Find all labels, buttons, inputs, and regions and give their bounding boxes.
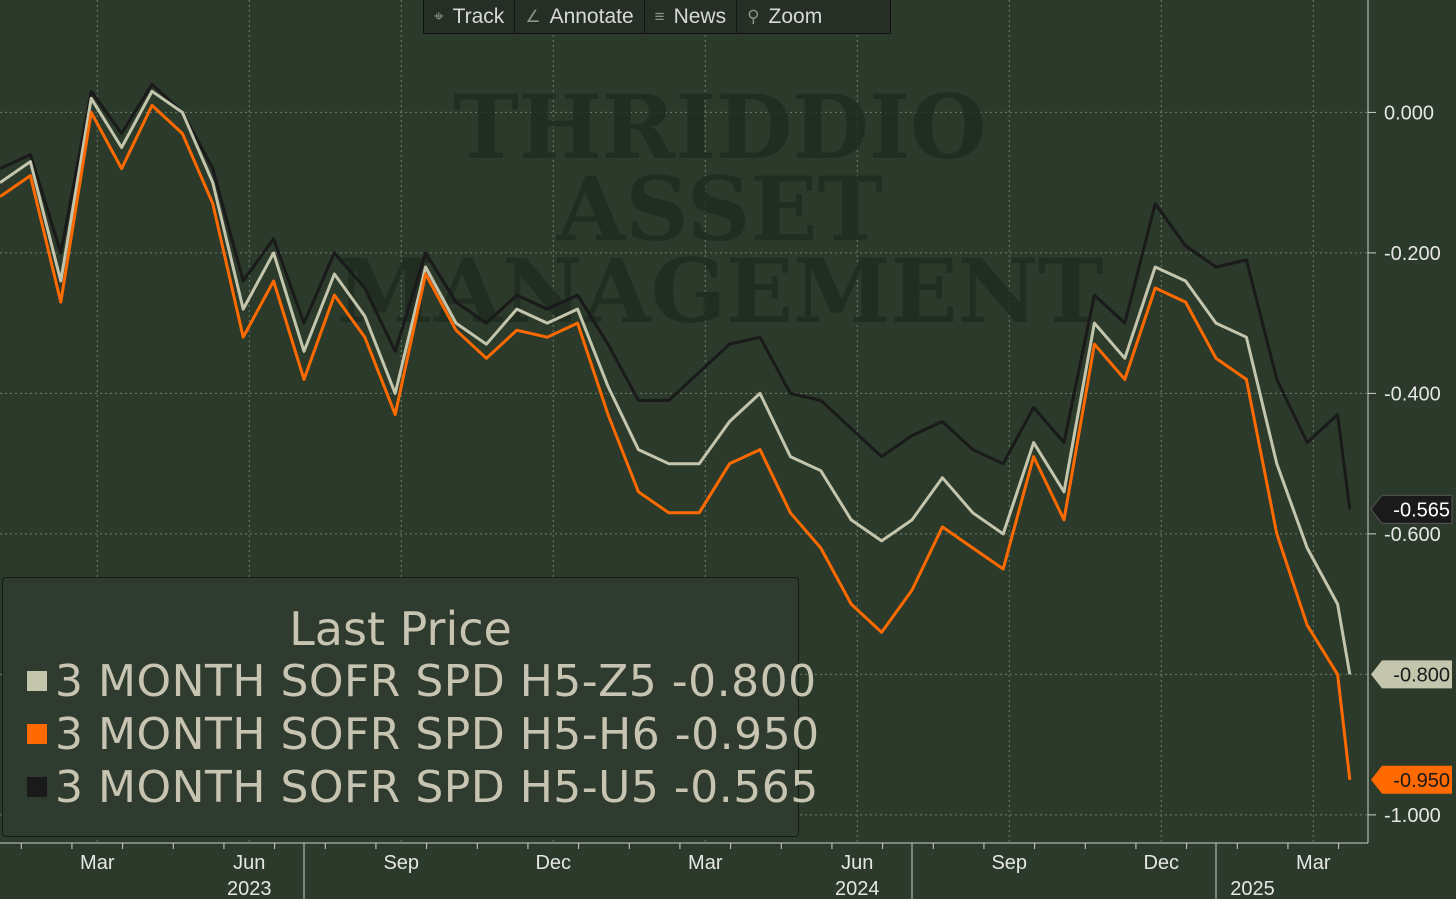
year-label-1: 2024 xyxy=(835,878,880,899)
legend-swatch-z5 xyxy=(27,671,47,691)
series-line-h6 xyxy=(0,103,1352,780)
x-tick-label-7: Dec xyxy=(1143,852,1179,874)
year-label-2: 2025 xyxy=(1230,878,1275,899)
news-button[interactable]: ≡ News xyxy=(645,0,738,33)
track-button-label: Track xyxy=(452,4,505,28)
y-tick-label-3: -0.600 xyxy=(1384,524,1441,546)
last-value-tag-u5 xyxy=(1370,494,1453,524)
y-tick-label-2: -0.400 xyxy=(1384,383,1441,405)
x-tick-label-5: Jun xyxy=(841,852,873,874)
last-value-label-z5: -0.800 xyxy=(1393,664,1450,686)
zoom-button[interactable]: ⚲ Zoom xyxy=(737,0,832,33)
legend-entry-u5: 3 MONTH SOFR SPD H5-U5 -0.565 xyxy=(27,760,819,814)
x-tick-label-3: Dec xyxy=(535,852,571,874)
annotate-button[interactable]: ∠ Annotate xyxy=(515,0,645,33)
legend-entry-h6: 3 MONTH SOFR SPD H5-H6 -0.950 xyxy=(27,707,820,761)
x-tick-label-1: Jun xyxy=(233,852,265,874)
y-tick-label-4: -1.000 xyxy=(1384,805,1441,827)
zoom-button-label: Zoom xyxy=(768,4,823,28)
crosshair-icon: ⌖ xyxy=(434,6,444,26)
legend-label-u5: 3 MONTH SOFR SPD H5-U5 -0.565 xyxy=(55,761,819,813)
y-tick-label-1: -0.200 xyxy=(1384,243,1441,265)
legend-entry-z5: 3 MONTH SOFR SPD H5-Z5 -0.800 xyxy=(27,654,817,708)
legend-title: Last Price xyxy=(289,602,512,656)
y-tick-label-0: 0.000 xyxy=(1384,102,1434,124)
watermark-line-1: ASSET xyxy=(556,157,883,261)
magnifier-icon: ⚲ xyxy=(747,6,760,26)
watermark-line-0: THRIDDIO xyxy=(453,75,986,179)
pencil-icon: ∠ xyxy=(525,6,541,26)
x-tick-label-2: Sep xyxy=(383,852,419,874)
chart-toolbar: ⌖ Track ∠ Annotate ≡ News ⚲ Zoom xyxy=(423,0,891,34)
series-line-z5 xyxy=(0,89,1352,675)
x-tick-label-6: Sep xyxy=(991,852,1027,874)
legend-swatch-h6 xyxy=(27,724,47,744)
track-button[interactable]: ⌖ Track xyxy=(424,0,516,33)
x-tick-label-8: Mar xyxy=(1296,852,1331,874)
watermark-line-2: MANAGEMENT xyxy=(336,239,1103,343)
last-value-label-u5: -0.565 xyxy=(1393,499,1450,521)
last-value-tag-z5 xyxy=(1371,660,1452,689)
news-button-label: News xyxy=(673,4,727,28)
x-tick-label-4: Mar xyxy=(688,852,723,874)
legend-swatch-u5 xyxy=(27,777,47,797)
legend-box: Last Price 3 MONTH SOFR SPD H5-Z5 -0.800… xyxy=(2,577,819,837)
legend-label-z5: 3 MONTH SOFR SPD H5-Z5 -0.800 xyxy=(55,655,817,707)
legend-label-h6: 3 MONTH SOFR SPD H5-H6 -0.950 xyxy=(55,708,820,760)
annotate-button-label: Annotate xyxy=(549,4,634,28)
last-value-tag-h6 xyxy=(1371,765,1452,794)
x-tick-label-0: Mar xyxy=(80,852,115,874)
last-value-label-h6: -0.950 xyxy=(1393,770,1450,792)
list-icon: ≡ xyxy=(654,6,665,26)
year-label-0: 2023 xyxy=(227,878,272,899)
series-line-u5 xyxy=(0,82,1352,510)
